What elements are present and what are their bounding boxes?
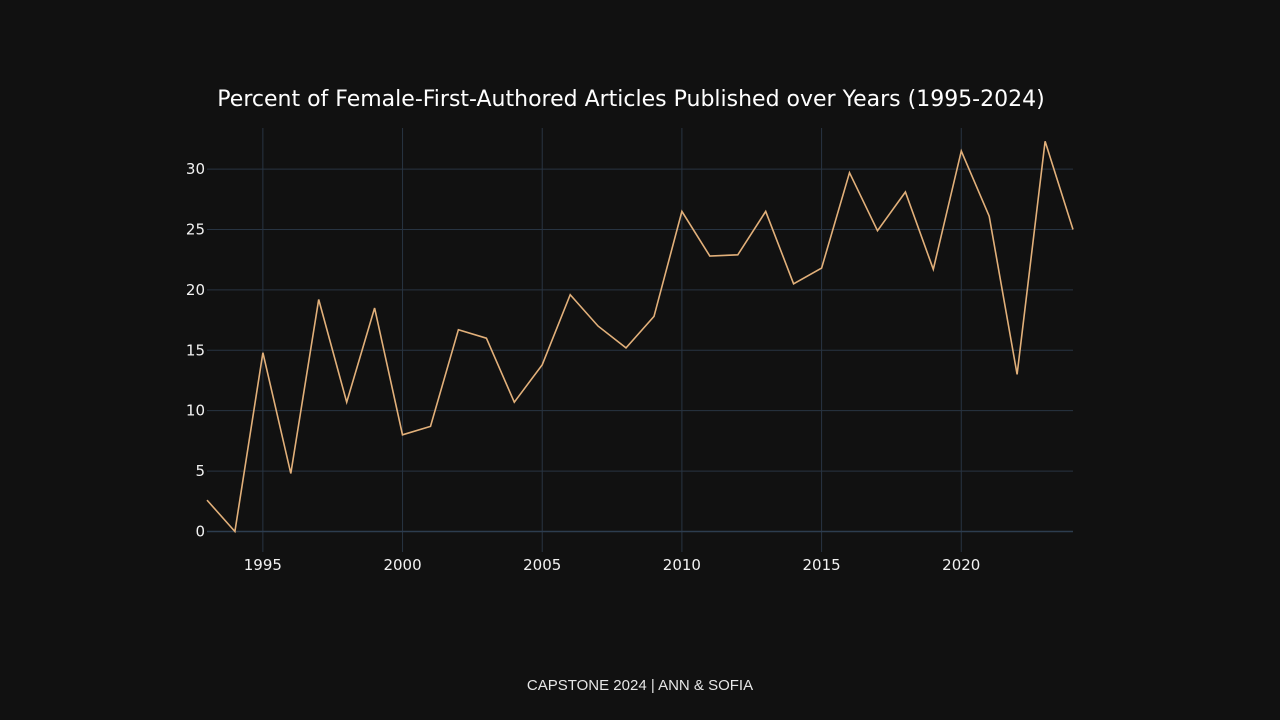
data-point — [680, 209, 684, 213]
data-point — [959, 149, 963, 153]
y-axis-ticks: 0 5 10 15 20 25 30 — [186, 160, 205, 540]
data-point — [205, 498, 209, 502]
data-point — [652, 314, 656, 318]
data-point — [456, 328, 460, 332]
data-point — [875, 229, 879, 233]
data-point — [484, 336, 488, 340]
x-tick-label: 1995 — [244, 556, 282, 574]
data-point — [568, 293, 572, 297]
data-point — [931, 267, 935, 271]
x-tick-label: 2010 — [663, 556, 701, 574]
y-tick-label: 15 — [186, 341, 205, 359]
data-point — [317, 298, 321, 302]
y-tick-label: 5 — [195, 462, 205, 480]
data-point — [345, 400, 349, 404]
data-point — [736, 253, 740, 257]
footer-caption: CAPSTONE 2024 | ANN & SOFIA — [526, 677, 754, 694]
data-point — [1043, 139, 1047, 143]
data-point — [624, 346, 628, 350]
y-tick-label: 10 — [186, 402, 205, 420]
x-tick-label: 2020 — [942, 556, 980, 574]
series-line-group — [205, 139, 1075, 534]
x-tick-label: 2000 — [383, 556, 421, 574]
y-tick-label: 25 — [186, 220, 205, 238]
data-point — [401, 433, 405, 437]
data-point — [233, 529, 237, 533]
data-point — [1015, 372, 1019, 376]
x-tick-label: 2015 — [802, 556, 840, 574]
data-point — [540, 363, 544, 367]
data-point — [903, 190, 907, 194]
data-point — [596, 324, 600, 328]
data-point — [261, 351, 265, 355]
grid — [207, 128, 1073, 552]
data-point — [428, 424, 432, 428]
y-tick-label: 30 — [186, 160, 205, 178]
data-point — [764, 209, 768, 213]
x-tick-label: 2005 — [523, 556, 561, 574]
data-point — [987, 214, 991, 218]
data-point — [708, 254, 712, 258]
x-axis-ticks: 1995 2000 2005 2010 2015 2020 — [244, 556, 981, 574]
y-tick-label: 20 — [186, 281, 205, 299]
line-chart: Percent of Female-First-Authored Article… — [186, 87, 1075, 574]
series-line — [206, 141, 1074, 534]
data-point — [820, 266, 824, 270]
chart-title: Percent of Female-First-Authored Article… — [217, 87, 1044, 112]
data-point — [792, 282, 796, 286]
y-tick-label: 0 — [195, 522, 205, 540]
data-point — [848, 171, 852, 175]
data-point — [512, 400, 516, 404]
data-point — [1071, 227, 1075, 231]
data-point — [289, 471, 293, 475]
data-point — [373, 306, 377, 310]
